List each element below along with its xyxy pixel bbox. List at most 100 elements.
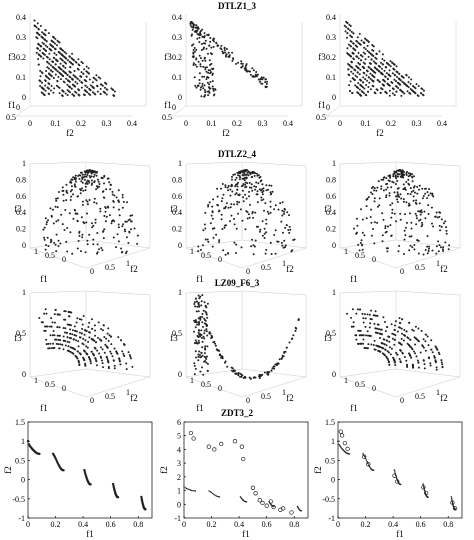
data-point xyxy=(58,334,61,337)
data-point xyxy=(388,194,391,197)
data-point xyxy=(199,318,202,321)
data-point xyxy=(364,78,367,81)
data-point xyxy=(197,336,200,338)
data-point xyxy=(199,86,202,89)
data-point xyxy=(100,177,103,179)
data-point xyxy=(385,230,388,233)
data-point xyxy=(211,217,214,220)
data-point xyxy=(189,489,192,491)
data-point xyxy=(199,65,202,68)
data-point xyxy=(193,23,196,26)
data-point xyxy=(385,355,388,358)
data-point xyxy=(391,208,394,211)
data-point xyxy=(125,362,128,365)
data-point xyxy=(376,68,379,71)
data-point xyxy=(53,347,56,349)
data-point xyxy=(188,488,190,491)
data-point xyxy=(364,48,367,51)
data-point xyxy=(376,327,379,330)
axis-edge xyxy=(85,161,151,167)
data-point xyxy=(402,253,405,255)
data-point xyxy=(259,78,262,81)
data-point xyxy=(76,247,79,250)
data-point xyxy=(68,55,71,58)
data-point xyxy=(387,73,390,76)
data-point xyxy=(37,28,40,31)
panel-r3-c2 xyxy=(337,421,463,519)
data-point xyxy=(243,179,246,182)
data-point xyxy=(343,24,346,27)
data-point xyxy=(401,332,403,335)
data-point xyxy=(438,211,441,214)
tick-label-f3: 1 xyxy=(178,288,182,297)
data-point xyxy=(270,253,273,255)
data-point xyxy=(83,79,86,81)
data-point xyxy=(231,175,233,178)
data-point xyxy=(407,76,410,79)
data-point xyxy=(360,334,363,337)
data-point xyxy=(118,208,120,211)
data-point xyxy=(356,71,359,74)
data-point xyxy=(386,186,389,189)
data-point xyxy=(101,348,104,351)
data-point xyxy=(373,322,376,325)
data-point xyxy=(277,362,280,365)
data-point xyxy=(82,315,85,317)
data-point xyxy=(206,345,209,348)
data-point xyxy=(55,197,58,200)
axis-label-f3: f3 xyxy=(324,204,332,214)
data-point xyxy=(400,337,403,340)
data-point xyxy=(248,181,251,184)
data-point xyxy=(65,77,68,80)
data-point xyxy=(119,363,122,366)
data-point xyxy=(378,65,381,68)
data-point xyxy=(108,181,111,184)
data-point xyxy=(192,490,194,492)
data-point xyxy=(246,171,249,174)
data-point xyxy=(377,323,380,326)
data-point xyxy=(424,249,427,251)
data-point xyxy=(402,183,405,186)
data-point xyxy=(208,87,211,90)
data-point xyxy=(372,469,375,472)
data-point xyxy=(414,212,417,215)
data-point xyxy=(361,312,364,315)
tick-label-f1: 0.5 xyxy=(6,113,16,122)
data-point xyxy=(204,68,207,71)
data-point xyxy=(205,47,208,50)
data-point xyxy=(244,193,247,196)
data-point xyxy=(193,301,196,304)
data-point xyxy=(253,491,258,496)
data-point xyxy=(107,340,110,342)
data-point xyxy=(71,93,74,96)
data-point xyxy=(361,244,363,247)
data-point xyxy=(54,42,56,45)
data-point xyxy=(99,210,102,213)
data-point xyxy=(238,201,241,204)
data-point xyxy=(236,200,239,203)
data-point xyxy=(103,336,106,338)
data-point xyxy=(338,443,340,446)
data-point xyxy=(448,244,451,247)
data-point xyxy=(71,78,74,81)
data-point xyxy=(197,359,200,362)
data-point xyxy=(79,75,82,78)
data-point xyxy=(422,346,425,349)
panel-r1-c2 xyxy=(339,161,461,269)
data-point xyxy=(383,353,386,356)
data-point xyxy=(112,236,115,239)
data-point xyxy=(370,221,373,224)
data-point xyxy=(383,69,386,72)
data-point xyxy=(42,228,45,231)
tick-label-f3: 0.5 xyxy=(16,329,26,338)
data-point xyxy=(74,209,77,212)
data-point xyxy=(368,334,371,337)
data-point xyxy=(89,176,92,179)
data-point xyxy=(62,327,65,329)
data-point xyxy=(62,339,65,342)
data-point xyxy=(257,498,262,503)
data-point xyxy=(388,340,391,343)
data-point xyxy=(395,65,398,68)
data-point xyxy=(362,454,367,459)
data-point xyxy=(284,350,287,353)
